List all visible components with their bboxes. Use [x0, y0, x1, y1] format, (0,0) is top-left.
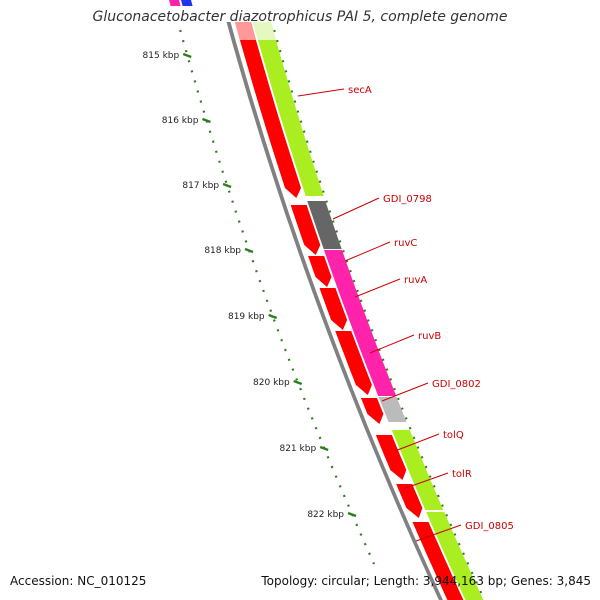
- gene-label-line: [332, 197, 380, 220]
- partial-feature: [169, 0, 181, 6]
- scale-tick-label: 819 kbp: [228, 312, 265, 322]
- gene-label: ruvB: [418, 331, 441, 342]
- cds-arrow: [235, 22, 301, 198]
- accession-text: Accession: NC_010125: [10, 574, 147, 588]
- gene-label-line: [415, 524, 462, 542]
- scale-tick: [222, 182, 232, 189]
- scale-tick-label: 821 kbp: [279, 444, 316, 454]
- cds-arrow: [319, 288, 348, 330]
- gene-label-lines: [297, 88, 462, 542]
- gene-feature-fade: [253, 22, 276, 40]
- feature-track: [169, 0, 484, 600]
- gene-feature: [378, 397, 407, 422]
- scale-tick: [202, 117, 211, 124]
- gene-label: GDI_0805: [465, 521, 514, 532]
- scale-tick-label: 820 kbp: [253, 378, 290, 388]
- gene-label: tolR: [452, 469, 472, 480]
- gene-labels: secA GDI_0798 ruvC ruvA ruvB GDI_0802 tolQ tolR…: [348, 85, 514, 532]
- cds-arrow: [361, 398, 384, 424]
- scale-tick: [244, 247, 254, 254]
- gene-feature: [324, 250, 397, 396]
- scale-tick-label: 816 kbp: [162, 116, 199, 126]
- track-guides: [179, 29, 486, 600]
- gene-feature: [253, 22, 324, 196]
- scale-tick-label: 817 kbp: [182, 181, 219, 191]
- gene-label: ruvA: [404, 275, 427, 286]
- scale-tick: [319, 445, 329, 452]
- genome-summary: Topology: circular; Length: 3,944,163 bp…: [261, 574, 591, 588]
- gene-label-line: [354, 278, 401, 298]
- cds-arrow: [335, 331, 372, 395]
- scale-tick-labels: 815 kbp 816 kbp 817 kbp 818 kbp 819 kbp 820 k…: [143, 51, 345, 520]
- scale-ticks: [182, 52, 357, 518]
- cds-arrow: [290, 205, 321, 255]
- cds-arrow: [396, 484, 423, 518]
- cds-arrow: [308, 256, 332, 287]
- scale-tick: [182, 52, 192, 59]
- gene-label: GDI_0802: [432, 379, 481, 390]
- cds-fade: [235, 22, 256, 40]
- gene-feature: [307, 201, 342, 249]
- scale-tick: [293, 379, 303, 386]
- scale-tick-label: 822 kbp: [307, 510, 344, 520]
- gene-label-line: [381, 382, 429, 402]
- gene-label: tolQ: [443, 430, 464, 441]
- cds-arrow: [412, 522, 464, 600]
- partial-feature: [181, 0, 193, 6]
- scale-tick-label: 818 kbp: [204, 246, 241, 256]
- scale-tick: [347, 511, 357, 518]
- gene-feature: [391, 430, 444, 510]
- gene-label-line: [402, 472, 449, 490]
- gene-label: secA: [348, 85, 372, 96]
- gene-label: ruvC: [394, 238, 417, 249]
- scale-tick: [268, 313, 278, 320]
- gene-label-line: [344, 241, 391, 262]
- gene-feature: [426, 512, 484, 600]
- cds-track: [235, 22, 464, 600]
- gene-label-line: [297, 88, 345, 97]
- feature-guide-dotted-line: [273, 29, 486, 600]
- gene-label-line: [369, 334, 415, 354]
- cds-arrow: [375, 435, 407, 480]
- map-title: Gluconacetobacter diazotrophicus PAI 5, …: [92, 9, 508, 25]
- gene-label-line: [394, 433, 440, 452]
- scale-tick-label: 815 kbp: [143, 51, 180, 61]
- gene-label: GDI_0798: [383, 194, 432, 205]
